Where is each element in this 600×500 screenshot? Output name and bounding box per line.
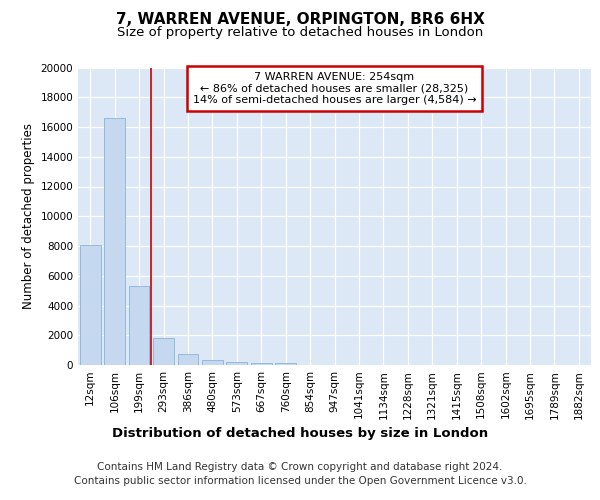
Bar (251, 363, 272, 365)
Bar (104, 118, 125, 365)
Bar (153, 338, 174, 365)
Y-axis label: Number of detached properties: Number of detached properties (22, 123, 35, 309)
Text: 7 WARREN AVENUE: 254sqm
← 86% of detached houses are smaller (28,325)
14% of sem: 7 WARREN AVENUE: 254sqm ← 86% of detache… (193, 72, 476, 105)
Bar (80, 244, 101, 365)
Bar (226, 362, 247, 365)
Bar (178, 354, 199, 365)
Text: Contains public sector information licensed under the Open Government Licence v3: Contains public sector information licen… (74, 476, 526, 486)
Bar (202, 360, 223, 365)
Text: Contains HM Land Registry data © Crown copyright and database right 2024.: Contains HM Land Registry data © Crown c… (97, 462, 503, 472)
Text: Distribution of detached houses by size in London: Distribution of detached houses by size … (112, 428, 488, 440)
Text: Size of property relative to detached houses in London: Size of property relative to detached ho… (117, 26, 483, 39)
Bar (275, 363, 296, 365)
Bar (128, 286, 149, 365)
Text: 7, WARREN AVENUE, ORPINGTON, BR6 6HX: 7, WARREN AVENUE, ORPINGTON, BR6 6HX (116, 12, 484, 28)
